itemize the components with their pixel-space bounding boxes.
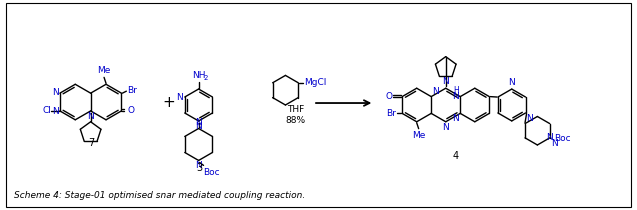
Text: N: N xyxy=(52,107,59,116)
Text: N: N xyxy=(547,133,553,142)
Text: N: N xyxy=(432,87,439,96)
Text: N: N xyxy=(176,93,183,101)
Text: Br: Br xyxy=(387,109,396,118)
Text: 2: 2 xyxy=(204,75,208,81)
Text: MgCl: MgCl xyxy=(304,78,327,87)
Text: O: O xyxy=(127,106,134,116)
Text: Me: Me xyxy=(97,66,111,75)
Text: H: H xyxy=(454,86,459,95)
Text: 3: 3 xyxy=(197,163,203,173)
Text: THF: THF xyxy=(287,105,304,114)
Text: N: N xyxy=(87,112,94,121)
Text: O: O xyxy=(385,92,392,101)
Text: 88%: 88% xyxy=(285,116,305,125)
Text: N: N xyxy=(442,77,449,86)
Text: Boc: Boc xyxy=(204,168,220,177)
Text: Cl: Cl xyxy=(42,106,51,116)
Text: Boc: Boc xyxy=(554,134,570,143)
Text: N: N xyxy=(52,88,59,97)
Text: N: N xyxy=(195,118,202,126)
Text: NH: NH xyxy=(192,71,205,80)
Text: N: N xyxy=(551,139,557,148)
Text: Scheme 4: Stage-01 optimised snar mediated coupling reaction.: Scheme 4: Stage-01 optimised snar mediat… xyxy=(14,191,305,200)
Text: +: + xyxy=(162,94,175,110)
Text: N: N xyxy=(195,161,202,171)
Text: N: N xyxy=(526,114,533,123)
Text: 7: 7 xyxy=(88,138,94,148)
Text: N: N xyxy=(452,92,459,101)
Text: N: N xyxy=(442,123,449,132)
Text: N: N xyxy=(452,114,459,123)
Text: Br: Br xyxy=(127,86,137,95)
Text: 4: 4 xyxy=(452,151,459,161)
Text: N: N xyxy=(195,122,202,131)
Text: Me: Me xyxy=(412,131,426,140)
Text: N: N xyxy=(508,78,515,87)
